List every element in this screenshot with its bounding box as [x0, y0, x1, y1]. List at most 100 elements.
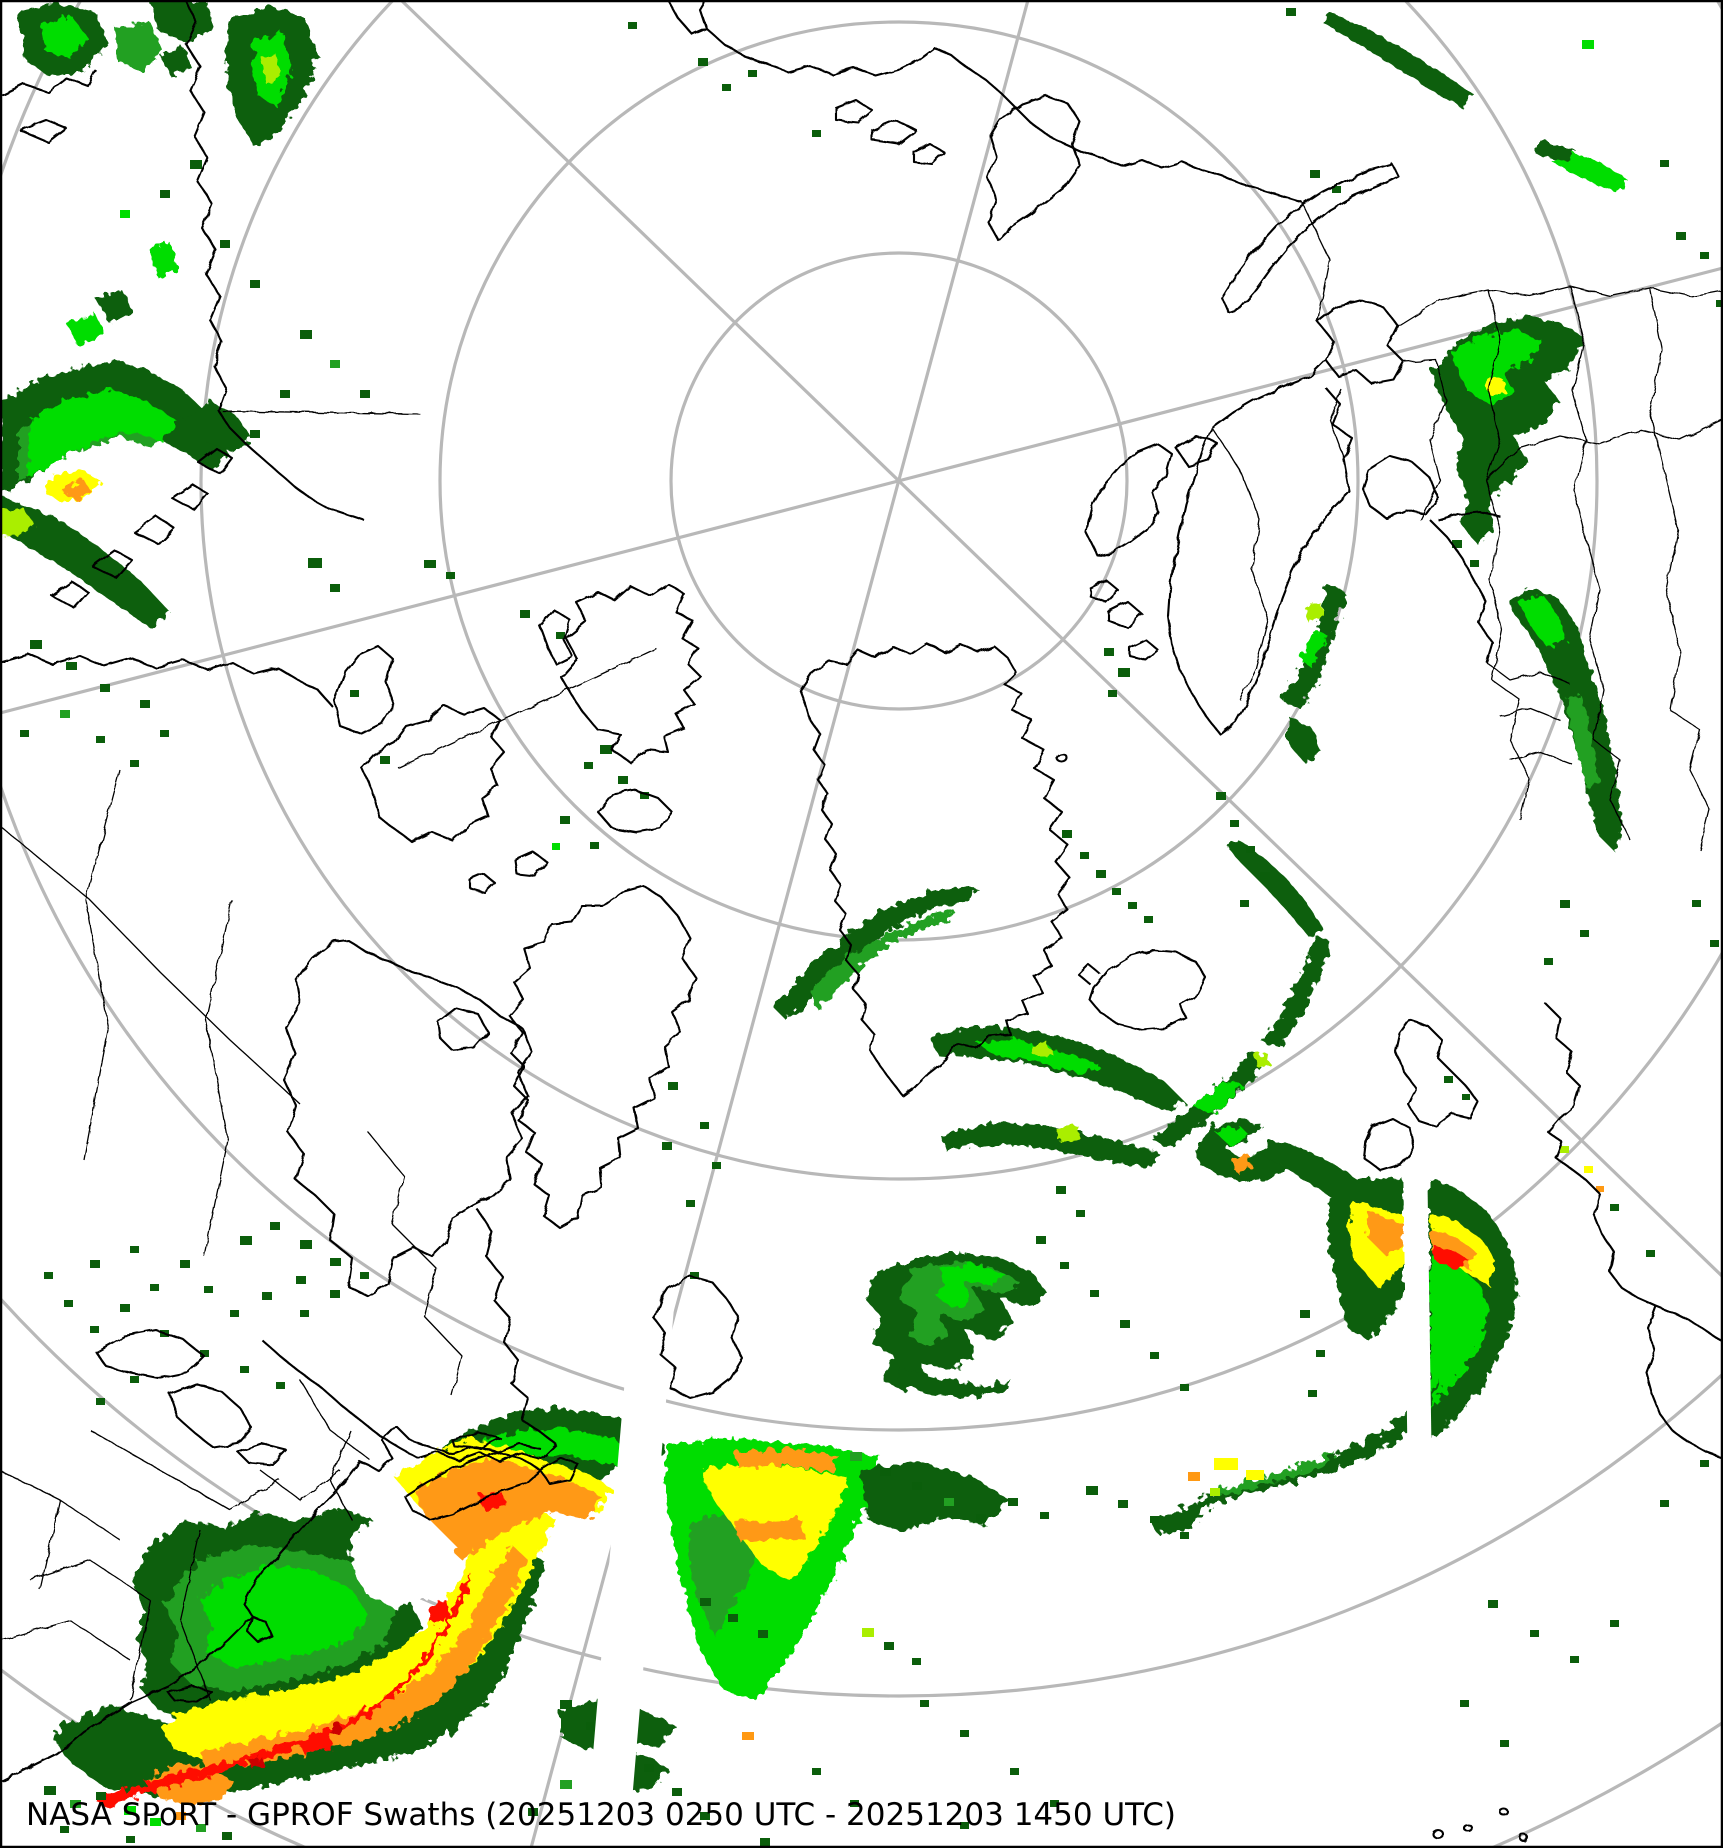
precip-cell: [124, 1806, 136, 1815]
precip-cell: [44, 1786, 56, 1795]
precip-cell: [748, 70, 757, 77]
precip-cell: [712, 1162, 721, 1169]
precip-cell: [150, 1284, 159, 1291]
precip-cell: [240, 1236, 252, 1245]
precip-cell: [1462, 1094, 1470, 1100]
precip-cell: [350, 690, 359, 697]
coast-france-iberia: [1543, 1001, 1723, 1459]
precip-norwegian-band: [1150, 585, 1345, 1148]
precip-cell: [640, 792, 649, 799]
precip-cell: [424, 560, 436, 568]
precip-cell: [742, 1732, 754, 1740]
precip-baltics-band: [1508, 588, 1622, 852]
precip-biscay-comma: [1150, 1176, 1517, 1534]
precip-cell: [330, 360, 340, 368]
precip-cell: [960, 1822, 969, 1829]
precip-cell: [30, 640, 42, 649]
precip-cell: [1444, 1076, 1453, 1083]
coast-white-sea: [1316, 298, 1406, 386]
precip-cell: [1240, 900, 1249, 907]
precip-cell: [662, 1142, 672, 1150]
precip-cell: [1716, 300, 1723, 307]
precip-cell: [520, 610, 530, 618]
coast-gulf-stlawrence: [261, 1339, 557, 1464]
precip-cell: [1112, 888, 1121, 895]
precip-cell: [100, 684, 110, 692]
precip-cell: [1610, 1620, 1619, 1627]
precip-cell: [308, 558, 322, 568]
precip-yukon-corner-cluster: [18, 0, 318, 346]
precip-cell: [528, 1808, 538, 1816]
precip-cell: [222, 1832, 232, 1840]
precip-cell: [1584, 1166, 1593, 1173]
precip-cell: [130, 1246, 139, 1253]
precip-cell: [270, 1222, 280, 1230]
precip-cell: [1460, 1700, 1469, 1707]
precip-cell: [1488, 1600, 1498, 1608]
precip-cell: [330, 584, 340, 592]
precip-cell: [262, 1292, 272, 1300]
precip-cell: [1104, 648, 1114, 656]
precip-cell: [1300, 1310, 1310, 1318]
precip-cell: [360, 1272, 369, 1279]
precip-cell: [1008, 1498, 1018, 1506]
precip-cell: [96, 1792, 106, 1800]
precip-cell: [728, 1614, 738, 1622]
precip-cell: [618, 776, 628, 784]
coast-us-east: [0, 1424, 541, 1783]
precip-cell: [140, 700, 150, 708]
precip-cell: [560, 1700, 572, 1709]
precip-cell: [1308, 1390, 1317, 1397]
precip-cell: [276, 1382, 285, 1389]
precip-cell: [1332, 186, 1341, 193]
precip-cell: [1676, 232, 1686, 240]
precip-cell: [1692, 900, 1701, 907]
precip-cell: [300, 1240, 312, 1249]
precip-cell: [960, 1730, 969, 1737]
precip-greenland-tip-hook: [772, 886, 978, 1020]
precip-cell: [1010, 1768, 1019, 1775]
precip-cell: [176, 1812, 186, 1820]
precip-cell: [1216, 792, 1226, 800]
precip-nova-scotia-storm: [55, 1408, 665, 1808]
precip-cell: [700, 1122, 709, 1129]
precip-cell: [1660, 1500, 1669, 1507]
precip-cell: [850, 1452, 862, 1461]
precip-cell: [230, 1310, 239, 1317]
political-borders: [0, 201, 1723, 1701]
precip-cell: [644, 1764, 654, 1772]
coast-hudson-bay: [282, 938, 534, 1298]
map-caption: NASA SPoRT - GPROF Swaths (20251203 0250…: [26, 1797, 1176, 1833]
precip-cell: [1700, 1460, 1709, 1467]
precip-cell: [1060, 1262, 1069, 1269]
precip-cell: [204, 1286, 213, 1293]
precip-cell: [44, 1272, 53, 1279]
precip-cell: [1080, 852, 1089, 859]
precip-cell: [944, 1498, 954, 1506]
coast-alaska-pacific: [184, 0, 365, 521]
precip-cell: [1118, 668, 1130, 677]
precip-cell: [130, 1376, 139, 1383]
precip-cell: [1062, 830, 1072, 838]
precip-cell: [300, 330, 312, 339]
coast-arctic-mainland: [0, 652, 333, 707]
precip-cell: [1646, 1250, 1655, 1257]
precip-cell: [560, 816, 570, 824]
precip-cell: [912, 1482, 922, 1490]
precip-cell: [96, 736, 105, 743]
precip-cell: [700, 1598, 711, 1606]
coast-baffin: [508, 884, 698, 1230]
precip-cell: [812, 1768, 821, 1775]
precip-cell: [672, 1788, 682, 1796]
precip-nw-russia: [1322, 12, 1628, 545]
precip-cell: [330, 1290, 340, 1298]
precip-cell: [912, 1658, 921, 1665]
precip-cell: [120, 1304, 130, 1312]
precip-cell: [1210, 1488, 1220, 1496]
coast-siberia: [667, 0, 1303, 204]
precip-cell: [1544, 958, 1553, 965]
precip-cell: [1260, 872, 1270, 880]
precip-cell: [1560, 1146, 1569, 1153]
precip-cell: [330, 1258, 341, 1266]
